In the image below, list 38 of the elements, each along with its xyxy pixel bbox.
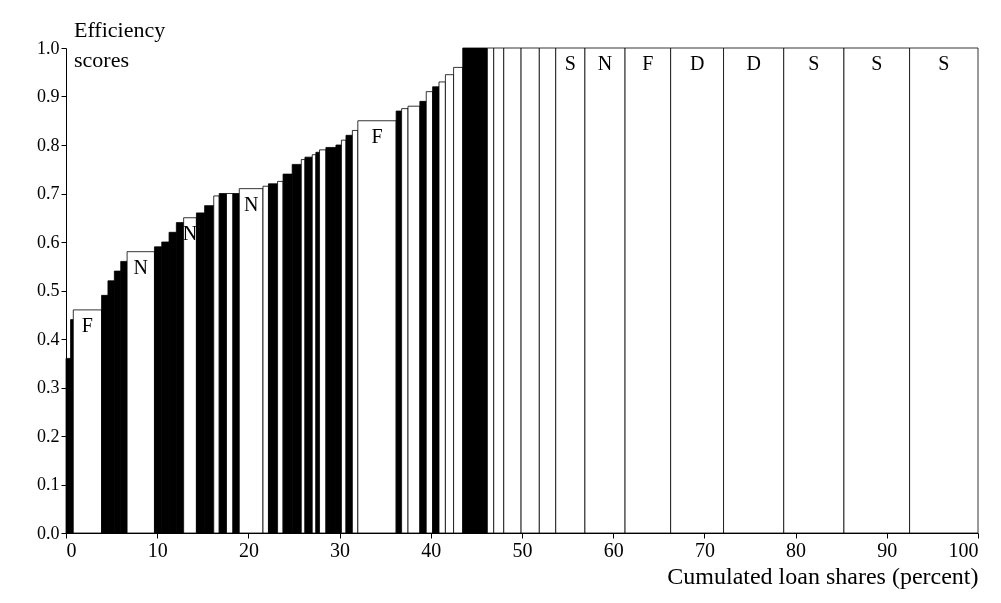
- y-tick-label: 0.7: [37, 183, 60, 203]
- x-tick-label: 0: [66, 538, 77, 561]
- y-tick-label: 0.9: [37, 86, 60, 106]
- x-tick-label: 10: [147, 538, 168, 561]
- bar: [345, 134, 353, 534]
- y-tick-label: 0.6: [37, 231, 60, 252]
- data-label: D: [689, 52, 705, 74]
- data-label: S: [871, 52, 883, 74]
- y-tick-label: 0.2: [37, 425, 60, 446]
- data-label: F: [642, 52, 654, 74]
- y-axis-title: Efficiency scores: [74, 17, 166, 72]
- bar: [304, 156, 313, 534]
- x-tick-label: 50: [512, 538, 533, 561]
- x-tick-label: 30: [330, 538, 351, 561]
- data-label: S: [938, 52, 950, 74]
- data-label: D: [746, 52, 761, 74]
- x-tick-label: 100: [948, 538, 979, 561]
- data-label: N: [133, 255, 149, 278]
- y-tick-label: 0.0: [37, 522, 60, 543]
- data-label: N: [597, 52, 613, 74]
- data-label: N: [243, 192, 259, 215]
- y-tick-label: 1.0: [37, 37, 60, 58]
- x-tick-label: 90: [877, 538, 898, 561]
- y-tick-label: 0.8: [37, 134, 60, 155]
- y-tick-label: 0.1: [37, 474, 60, 494]
- y-tick-label: 0.4: [37, 328, 60, 349]
- y-tick-label: 0.5: [37, 280, 60, 300]
- x-tick-label: 80: [786, 538, 807, 561]
- data-label: S: [564, 52, 576, 74]
- y-tick-label: 0.3: [37, 377, 60, 397]
- x-tick-label: 60: [603, 538, 624, 561]
- x-tick-label: 40: [421, 538, 442, 561]
- x-tick-label: 20: [238, 538, 259, 561]
- data-label: F: [81, 313, 93, 336]
- data-label: F: [371, 124, 383, 147]
- data-label: S: [808, 52, 820, 74]
- x-tick-label: 70: [694, 538, 715, 561]
- x-axis-title: Cumulated loan shares (percent): [667, 562, 979, 589]
